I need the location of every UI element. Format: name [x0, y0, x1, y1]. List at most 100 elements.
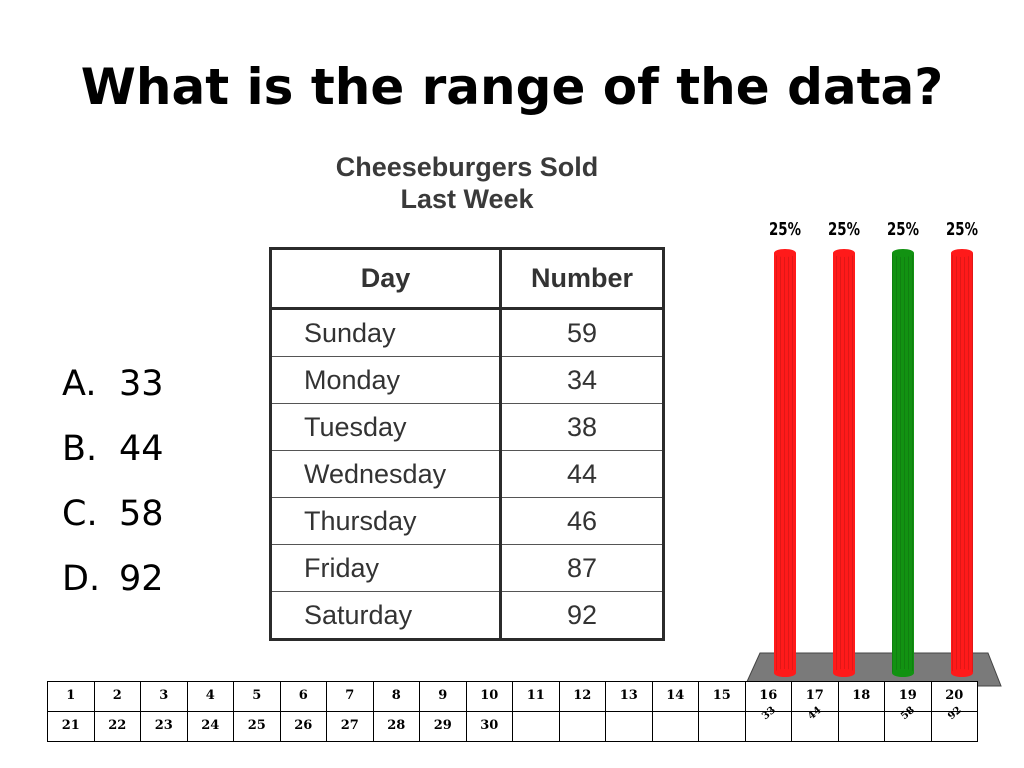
- responder-number: 13: [619, 688, 638, 703]
- chart-data-label: 25%: [887, 219, 919, 240]
- responder-cell: 23: [140, 711, 188, 742]
- chart-bar-foot: [951, 669, 973, 677]
- responder-cell: [651, 711, 699, 742]
- responder-number: 19: [898, 688, 917, 703]
- responder-cell: 4: [186, 681, 234, 712]
- responder-number: 14: [666, 688, 685, 703]
- responder-number: 22: [108, 718, 127, 733]
- responder-number: 26: [294, 718, 313, 733]
- day-cell: Thursday: [270, 497, 501, 545]
- responder-number: 4: [205, 688, 215, 703]
- responder-cell: 18: [837, 681, 885, 712]
- response-chart-svg: 25% 25% 25% 25%: [744, 219, 1002, 687]
- responder-cell: 15: [698, 681, 746, 712]
- responder-number: 10: [480, 688, 499, 703]
- table-row: Tuesday 38: [270, 403, 664, 451]
- answer-value: 92: [119, 559, 164, 599]
- responder-cell: 28: [372, 711, 420, 742]
- responder-number: 9: [438, 688, 448, 703]
- answer-value: 33: [119, 364, 164, 404]
- number-cell: 34: [499, 356, 664, 404]
- responder-cell: 9: [419, 681, 467, 712]
- responder-cell: 29: [419, 711, 467, 742]
- table-row: Wednesday 44: [270, 450, 664, 498]
- day-cell: Sunday: [270, 308, 501, 357]
- responder-number: 11: [526, 688, 545, 703]
- number-cell: 92: [499, 591, 664, 640]
- responder-cell: 27: [326, 711, 374, 742]
- chart-data-label: 25%: [828, 219, 860, 240]
- responder-cell: 3: [140, 681, 188, 712]
- responder-row: 21 22 23 24 25 26 27 28 29 30 33 44 58 92: [47, 705, 978, 742]
- table-title-line2: Last Week: [400, 184, 534, 214]
- answer-letter: A.: [62, 364, 97, 404]
- responder-cell: 2: [93, 681, 141, 712]
- header-number: Number: [499, 248, 664, 310]
- responder-cell: 14: [651, 681, 699, 712]
- responder-cell: 17: [791, 681, 839, 712]
- responder-cell: 25: [233, 711, 281, 742]
- responder-number: 12: [573, 688, 592, 703]
- responder-cell: 5: [233, 681, 281, 712]
- day-cell: Monday: [270, 356, 501, 404]
- chart-bar-texture: [892, 253, 914, 673]
- responder-cell: 24: [186, 711, 234, 742]
- responder-cell: 58: [884, 705, 932, 742]
- answer-b[interactable]: B. 44: [62, 417, 164, 482]
- answer-c[interactable]: C. 58: [62, 482, 164, 547]
- chart-bar-c: [892, 249, 914, 677]
- responder-cell: 7: [326, 681, 374, 712]
- responder-cell: 21: [47, 711, 95, 742]
- header-day: Day: [270, 248, 501, 310]
- chart-bar-texture: [774, 253, 796, 673]
- day-cell: Saturday: [270, 591, 501, 640]
- responder-number: 25: [247, 718, 266, 733]
- chart-bar-foot: [833, 669, 855, 677]
- responder-number: 7: [345, 688, 355, 703]
- responder-cell: 92: [930, 705, 978, 742]
- responder-number: 28: [387, 718, 406, 733]
- responder-number: 6: [298, 688, 308, 703]
- chart-bar-texture: [951, 253, 973, 673]
- chart-bar-cap: [892, 249, 914, 257]
- responder-cell: 6: [279, 681, 327, 712]
- responder-number: 2: [112, 688, 122, 703]
- responder-cell: [605, 711, 653, 742]
- responder-number: 24: [201, 718, 220, 733]
- response-chart: 25% 25% 25% 25%: [740, 200, 1010, 695]
- responder-number: 3: [159, 688, 169, 703]
- answer-choices: A. 33 B. 44 C. 58 D. 92: [62, 352, 164, 612]
- responder-cell: 1: [47, 681, 95, 712]
- chart-bar-cap: [951, 249, 973, 257]
- answer-letter: D.: [62, 559, 101, 599]
- responder-number: 23: [154, 718, 173, 733]
- responder-grid: 1 2 3 4 5 6 7 8 9 10 11 12 13 14 15 16 17 18 19 20 21 22 23 24 2…: [47, 681, 978, 742]
- answer-letter: B.: [62, 429, 98, 469]
- responder-cell: [512, 711, 560, 742]
- responder-number: 18: [852, 688, 871, 703]
- answer-d[interactable]: D. 92: [62, 547, 164, 612]
- responder-number: 30: [480, 718, 499, 733]
- responder-number: 27: [340, 718, 359, 733]
- answer-a[interactable]: A. 33: [62, 352, 164, 417]
- answer-letter: C.: [62, 494, 98, 534]
- table-header-row: Day Number: [270, 248, 664, 310]
- table-row: Thursday 46: [270, 497, 664, 545]
- answer-value: 58: [119, 494, 164, 534]
- responder-cell: 8: [372, 681, 420, 712]
- responder-cell: [698, 711, 746, 742]
- chart-bar-a: [774, 249, 796, 677]
- responder-cell: [558, 711, 606, 742]
- cheeseburger-table: Day Number Sunday 59 Monday 34 Tuesday 38 W…: [269, 247, 665, 641]
- responder-number: 5: [252, 688, 262, 703]
- table-row: Sunday 59: [270, 308, 664, 357]
- chart-data-label: 25%: [769, 219, 801, 240]
- responder-cell: 11: [512, 681, 560, 712]
- chart-bar-d: [951, 249, 973, 677]
- responder-number: 16: [759, 688, 778, 703]
- table-row: Monday 34: [270, 356, 664, 404]
- responder-number: 20: [945, 688, 964, 703]
- responder-row: 1 2 3 4 5 6 7 8 9 10 11 12 13 14 15 16 17 18 19 20: [47, 681, 978, 712]
- responder-cell: 26: [279, 711, 327, 742]
- day-cell: Tuesday: [270, 403, 501, 451]
